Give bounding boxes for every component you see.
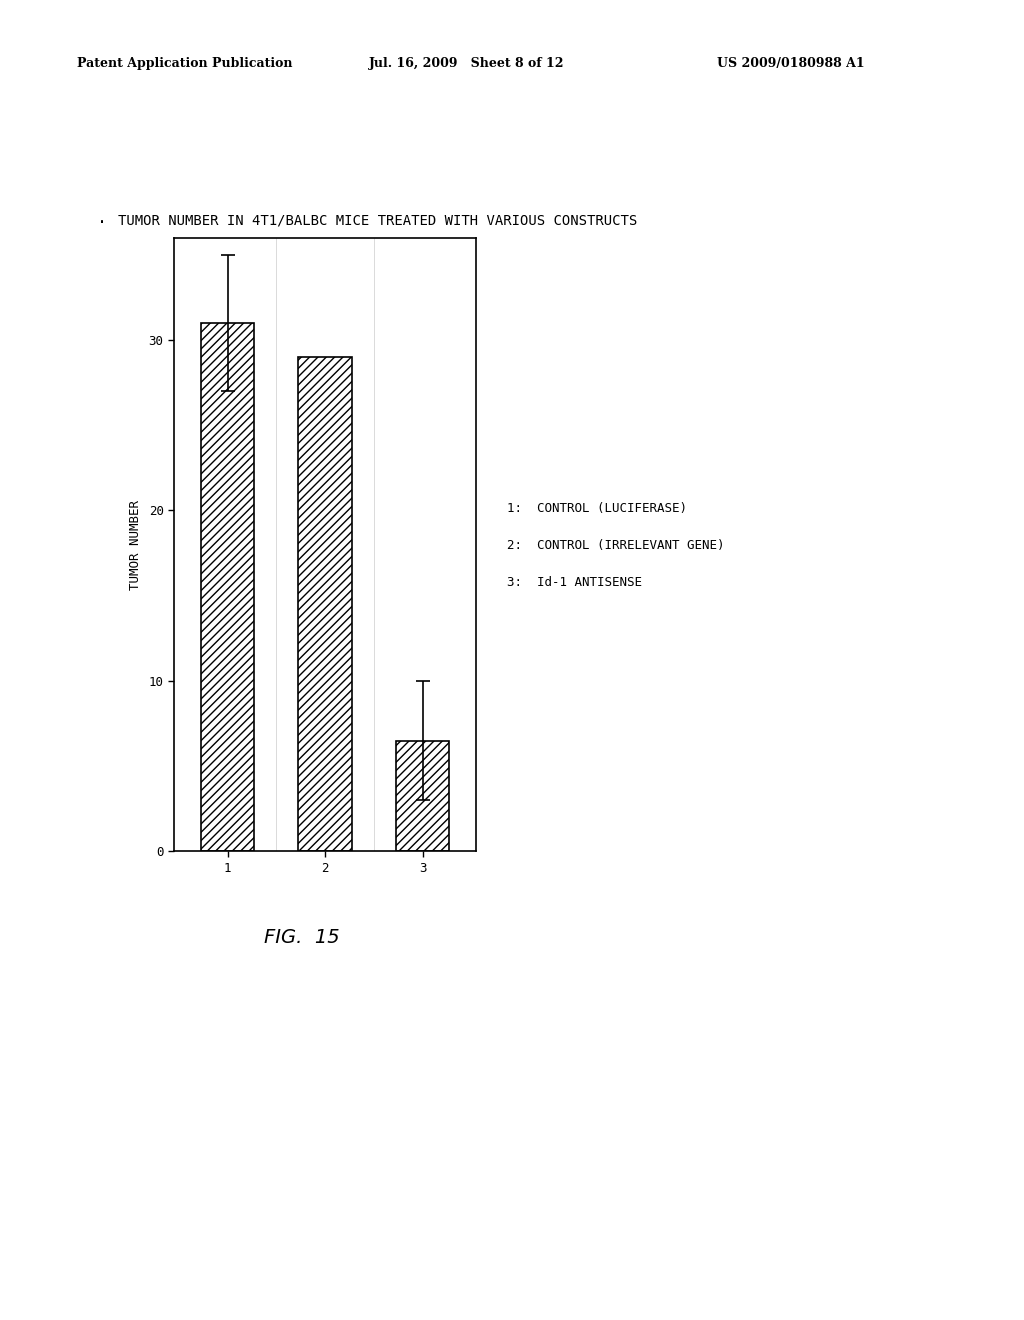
Text: US 2009/0180988 A1: US 2009/0180988 A1 [717, 57, 864, 70]
Text: Patent Application Publication: Patent Application Publication [77, 57, 292, 70]
Text: Jul. 16, 2009   Sheet 8 of 12: Jul. 16, 2009 Sheet 8 of 12 [369, 57, 564, 70]
Text: TUMOR NUMBER IN 4T1/BALBC MICE TREATED WITH VARIOUS CONSTRUCTS: TUMOR NUMBER IN 4T1/BALBC MICE TREATED W… [118, 213, 637, 227]
Text: FIG.  15: FIG. 15 [264, 928, 340, 946]
Bar [298, 356, 352, 851]
Text: 1:  CONTROL (LUCIFERASE): 1: CONTROL (LUCIFERASE) [507, 502, 687, 515]
Bar [201, 323, 255, 851]
Text: 2:  CONTROL (IRRELEVANT GENE): 2: CONTROL (IRRELEVANT GENE) [507, 539, 724, 552]
Y-axis label: TUMOR NUMBER: TUMOR NUMBER [129, 499, 141, 590]
Text: ·: · [97, 214, 108, 232]
Bar [395, 741, 450, 851]
Text: 3:  Id-1 ANTISENSE: 3: Id-1 ANTISENSE [507, 576, 642, 589]
